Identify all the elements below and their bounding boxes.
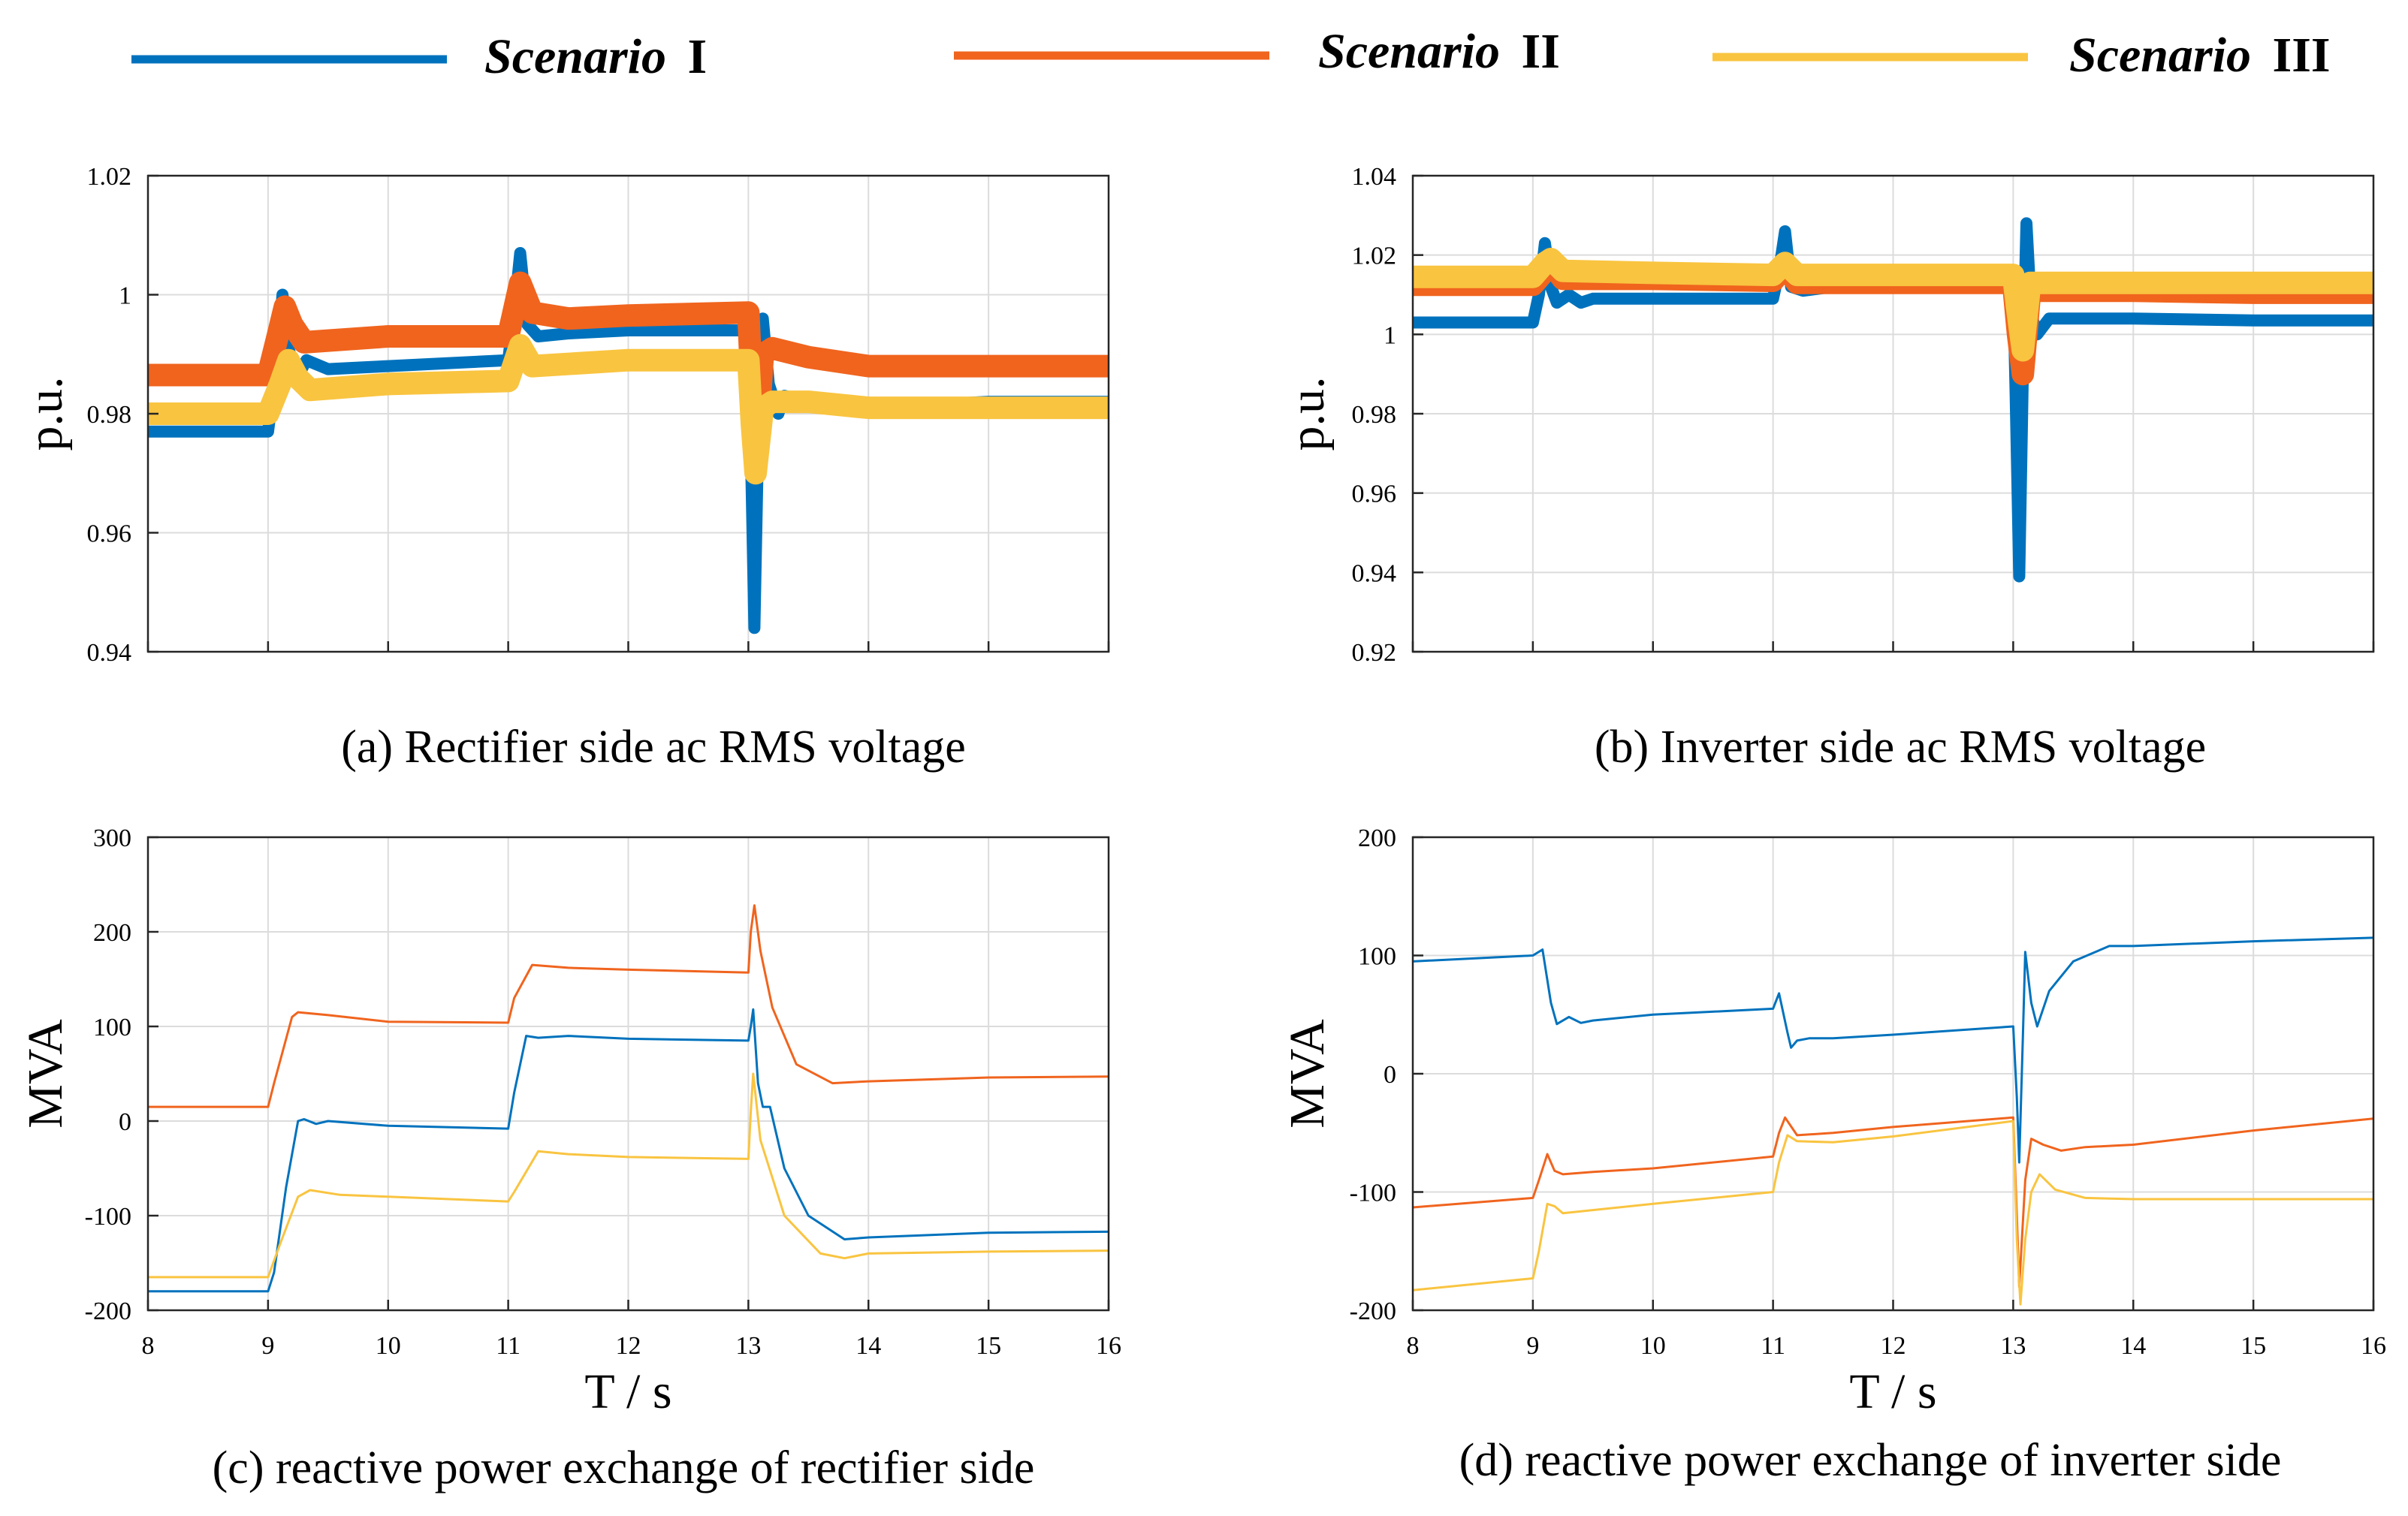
panel-caption: (b) Inverter side ac RMS voltage (1595, 722, 2206, 773)
legend-item-scenario-1: Scenario I (131, 29, 707, 84)
y-axis-label: MVA (18, 1019, 73, 1129)
legend-numeral-scenario-2: II (1522, 24, 1560, 79)
y-tick-label: 200 (1358, 824, 1396, 852)
y-axis-label: p.u. (18, 377, 73, 451)
legend: Scenario I Scenario II Scenario III (131, 24, 2331, 84)
x-tick-label: 10 (1640, 1332, 1666, 1360)
x-tick-label: 10 (376, 1332, 401, 1360)
y-tick-label: 0 (1384, 1061, 1396, 1089)
series-line-b-3 (1413, 248, 2373, 362)
legend-name-scenario-1: Scenario (484, 29, 666, 84)
y-tick-label: -200 (1350, 1297, 1396, 1325)
series-line-d-2 (1413, 1116, 2373, 1288)
y-tick-label: 100 (1358, 943, 1396, 971)
series-line-c-3 (148, 1072, 1109, 1279)
y-tick-label: 1.04 (1352, 163, 1397, 191)
x-axis-label: T / s (1849, 1364, 1936, 1419)
y-tick-label: 1.02 (87, 163, 132, 191)
y-tick-label: 1 (1384, 321, 1396, 349)
series-line-c-1 (148, 1008, 1109, 1293)
x-tick-label: 12 (1881, 1332, 1906, 1360)
y-tick-label: 0.94 (87, 639, 132, 667)
y-tick-label: 1 (119, 282, 131, 310)
legend-name-scenario-3: Scenario (2069, 28, 2251, 83)
x-tick-label: 16 (1096, 1332, 1121, 1360)
x-tick-label: 9 (261, 1332, 274, 1360)
legend-label-scenario-3: Scenario III (2069, 28, 2331, 83)
panel-caption: (c) reactive power exchange of rectifier… (213, 1442, 1035, 1493)
y-axis-label: p.u. (1280, 377, 1335, 451)
panel-a-rectifier-voltage: 0.94 0.96 0.98 1 1.02 p.u. (a) Rectifier side … (18, 163, 1110, 773)
legend-item-scenario-3: Scenario III (1712, 28, 2331, 83)
y-tick-label: 0.98 (87, 401, 132, 429)
y-tick-label: 0.94 (1352, 559, 1397, 587)
y-tick-label: 0.92 (1352, 639, 1397, 667)
series-line-d-1 (1413, 936, 2373, 1164)
x-tick-label: 13 (2000, 1332, 2026, 1360)
legend-item-scenario-2: Scenario II (954, 24, 1560, 79)
legend-numeral-scenario-3: III (2273, 28, 2331, 83)
y-tick-label: 200 (93, 919, 131, 947)
legend-label-scenario-1: Scenario I (484, 29, 707, 84)
y-tick-label: 300 (93, 824, 131, 852)
y-axis-label: MVA (1280, 1019, 1335, 1129)
y-tick-label: 1.02 (1352, 243, 1397, 270)
x-tick-label: 11 (496, 1332, 521, 1360)
panel-c-rectifier-reactive-power: 8 9 10 11 12 13 14 15 16 -200 -100 0 100 200 300 MVA T /… (18, 824, 1121, 1493)
panel-d-inverter-reactive-power: 8 9 10 11 12 13 14 15 16 -200 -100 0 100 200 MVA T / s (… (1280, 824, 2386, 1486)
y-tick-label: 0.96 (1352, 481, 1397, 508)
x-tick-label: 13 (735, 1332, 761, 1360)
y-tick-label: -200 (85, 1297, 131, 1325)
series-line-a-2 (148, 271, 1109, 461)
x-tick-label: 12 (616, 1332, 641, 1360)
y-tick-label: 0 (119, 1108, 131, 1136)
legend-name-scenario-2: Scenario (1318, 24, 1500, 79)
x-tick-label: 8 (142, 1332, 155, 1360)
x-tick-label: 11 (1761, 1332, 1785, 1360)
panel-caption: (a) Rectifier side ac RMS voltage (341, 722, 966, 773)
y-tick-label: 0.96 (87, 520, 132, 548)
y-tick-label: -100 (85, 1203, 131, 1231)
x-tick-label: 15 (2241, 1332, 2266, 1360)
panel-caption: (d) reactive power exchange of inverter … (1459, 1435, 2282, 1486)
x-tick-label: 16 (2361, 1332, 2386, 1360)
panel-b-inverter-voltage: 0.92 0.94 0.96 0.98 1 1.02 1.04 p.u. (b) Inverte… (1280, 163, 2375, 773)
x-axis-label: T / s (584, 1364, 671, 1419)
y-tick-label: 0.98 (1352, 401, 1397, 429)
y-tick-label: -100 (1350, 1180, 1396, 1207)
x-tick-label: 9 (1526, 1332, 1539, 1360)
x-tick-label: 14 (2120, 1332, 2146, 1360)
series-line-c-2 (148, 904, 1109, 1108)
x-tick-label: 14 (855, 1332, 881, 1360)
legend-label-scenario-2: Scenario II (1318, 24, 1560, 79)
x-tick-label: 15 (976, 1332, 1001, 1360)
legend-numeral-scenario-1: I (688, 29, 708, 84)
x-tick-label: 8 (1407, 1332, 1420, 1360)
series-line-d-3 (1413, 1120, 2373, 1306)
y-tick-label: 100 (93, 1014, 131, 1041)
series-line-a-3 (148, 333, 1109, 485)
